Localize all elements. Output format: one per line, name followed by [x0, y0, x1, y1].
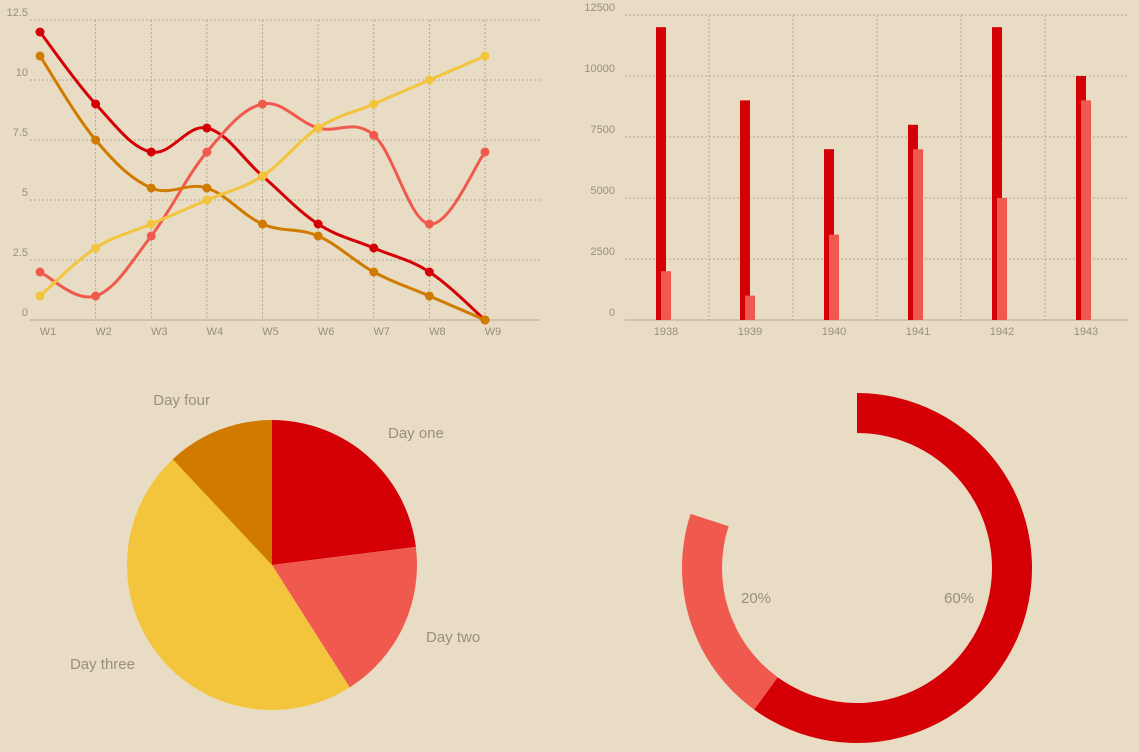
line-chart-panel: 0 2.5 5 7.5 10 12.5 W1 W2 W3 W4 W5 W6 W7 W8 W9 [0, 0, 569, 376]
x-tick-label: W2 [95, 326, 112, 338]
y-tick-label: 0 [609, 307, 615, 319]
x-tick-label: W8 [429, 326, 446, 338]
series-3-point [35, 51, 45, 61]
series-3-point [424, 291, 434, 301]
series-2-point [146, 231, 156, 241]
x-tick-label: W4 [207, 326, 224, 338]
bar-grid [625, 14, 1129, 321]
series-1-point [424, 267, 434, 277]
x-tick-label: 1941 [906, 326, 930, 338]
series-3-point [146, 183, 156, 193]
y-tick-label: 7.5 [13, 127, 28, 139]
series-4-point [369, 99, 379, 109]
series-2-point [35, 267, 45, 277]
series-1-point [35, 27, 45, 37]
line-chart: 0 2.5 5 7.5 10 12.5 W1 W2 W3 W4 W5 W6 W7 W8 W9 [7, 7, 540, 338]
series-3-point [202, 183, 212, 193]
bar-chart-panel: 0 2500 5000 7500 10000 12500 1938 1939 1940 1941 1… [569, 0, 1139, 376]
bar-1938-series-2 [661, 271, 671, 320]
series-1-point [202, 123, 212, 133]
y-tick-label: 7500 [591, 124, 615, 136]
bar-1941-series-2 [913, 149, 923, 320]
pie-label: Day one [388, 425, 444, 442]
bar-1943-series-2 [1081, 100, 1091, 321]
y-tick-label: 10000 [584, 63, 615, 75]
bar-1939-series-1 [740, 100, 750, 321]
x-tick-label: W9 [485, 326, 502, 338]
series-1-point [91, 99, 101, 109]
pie-slice-day-two [272, 546, 418, 688]
series-4-point [424, 75, 434, 85]
series-4-point [258, 171, 267, 181]
donut-segment-2 [682, 513, 778, 710]
series-2-point [91, 291, 101, 301]
series-3-point [480, 315, 490, 325]
series-3-point [258, 219, 267, 229]
x-tick-label: 1938 [654, 326, 678, 338]
series-1-point [369, 243, 379, 253]
bar-1938-series-1 [656, 27, 666, 320]
x-tick-label: W5 [262, 326, 279, 338]
donut-label: 60% [944, 590, 974, 607]
series-3-point [313, 231, 323, 241]
donut-label: 20% [741, 590, 771, 607]
pie-label: Day four [153, 392, 210, 409]
pie-label: Day two [426, 629, 480, 646]
donut-chart: 60% 20% [682, 393, 1032, 743]
series-1-point [146, 147, 156, 157]
y-tick-label: 10 [16, 67, 28, 79]
pie-chart-panel: Day one Day two Day three Day four [0, 376, 569, 752]
series-3-point [91, 135, 101, 145]
y-tick-label: 5000 [591, 185, 615, 197]
series-4-point [480, 51, 490, 61]
x-tick-label: W7 [374, 326, 391, 338]
series-4-point [146, 219, 156, 229]
x-tick-label: 1942 [990, 326, 1014, 338]
series-2-point [480, 147, 490, 157]
y-tick-label: 0 [22, 307, 28, 319]
x-tick-label: 1940 [822, 326, 846, 338]
series-2-point [424, 219, 434, 229]
donut-segment-1 [754, 393, 1032, 743]
pie-label: Day three [70, 656, 135, 673]
x-tick-label: W3 [151, 326, 168, 338]
x-tick-label: 1943 [1074, 326, 1098, 338]
y-tick-label: 5 [22, 187, 28, 199]
series-line-3 [38, 54, 487, 322]
series-2-point [369, 130, 379, 140]
series-2-point [258, 99, 267, 109]
bar-1942-series-2 [997, 198, 1007, 320]
x-tick-label: 1939 [738, 326, 762, 338]
donut-chart-panel: 60% 20% [569, 376, 1139, 752]
y-tick-label: 2.5 [13, 247, 28, 259]
y-tick-label: 2500 [591, 246, 615, 258]
x-tick-label: W1 [40, 326, 57, 338]
pie-slice-day-three [127, 459, 350, 710]
x-tick-label: W6 [318, 326, 335, 338]
series-1-point [313, 219, 323, 229]
bar-chart: 0 2500 5000 7500 10000 12500 1938 1939 1940 1941 1… [584, 2, 1129, 338]
bar-1939-series-2 [745, 295, 755, 320]
bar-1942-series-1 [992, 27, 1002, 320]
series-4-point [91, 243, 101, 253]
series-3-point [369, 267, 379, 277]
pie-chart: Day one Day two Day three Day four [70, 392, 480, 710]
series-4-point [202, 195, 212, 205]
series-4-point [35, 291, 45, 301]
pie-slice-day-four [172, 420, 272, 565]
series-2-point [202, 147, 212, 157]
y-tick-label: 12500 [584, 2, 615, 14]
bar-1940-series-2 [829, 234, 839, 320]
series-4-point [313, 123, 323, 133]
pie-slice-day-one [272, 420, 416, 565]
y-tick-label: 12.5 [7, 7, 28, 19]
